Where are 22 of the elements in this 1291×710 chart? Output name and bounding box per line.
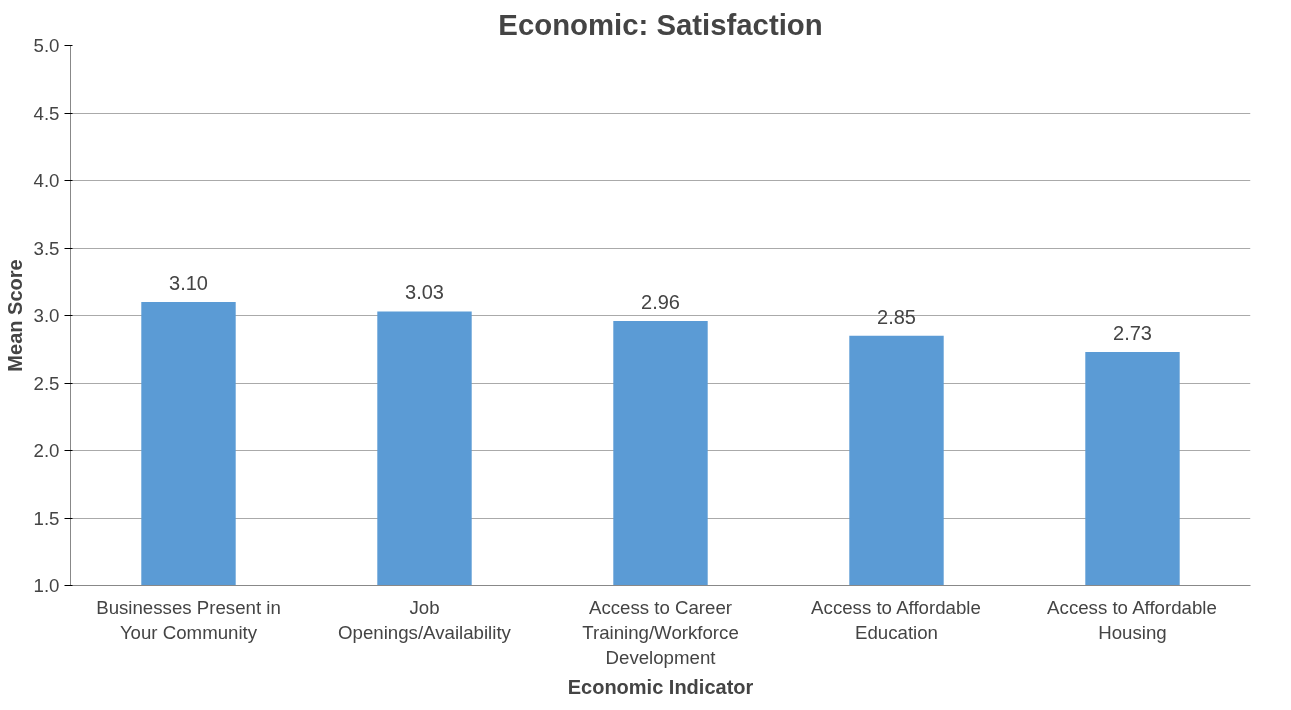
y-tick-label: 3.5 [33,237,60,259]
y-tick-label: 4.0 [33,170,60,191]
data-label: 2.85 [877,305,916,328]
y-axis-title: Mean Score [3,259,26,372]
chart-title: Economic: Satisfaction [498,7,823,41]
x-tick-label: Access to Career Training/Workforce Development [582,596,739,668]
y-tick-label: 4.5 [33,102,60,124]
x-tick-label: Access to Affordable Housing [1047,596,1217,643]
y-tick-label: 2.5 [33,372,60,394]
x-axis-title: Economic Indicator [567,675,754,698]
y-tick-label: 3.0 [33,305,60,326]
data-label: 2.96 [641,290,680,313]
x-tick-label: Access to Affordable Education [811,596,981,643]
data-label: 3.03 [405,281,444,304]
y-tick-label: 2.0 [33,440,60,461]
x-tick-label: Businesses Present in Your Community [96,596,281,643]
y-tick-label: 5.0 [33,35,60,56]
y-tick-label: 1.0 [33,575,60,596]
data-label: 3.10 [169,272,208,294]
y-tick-label: 1.5 [33,507,60,529]
x-tick-label: Job Openings/Availability [338,596,512,643]
data-label: 2.73 [1113,321,1152,344]
